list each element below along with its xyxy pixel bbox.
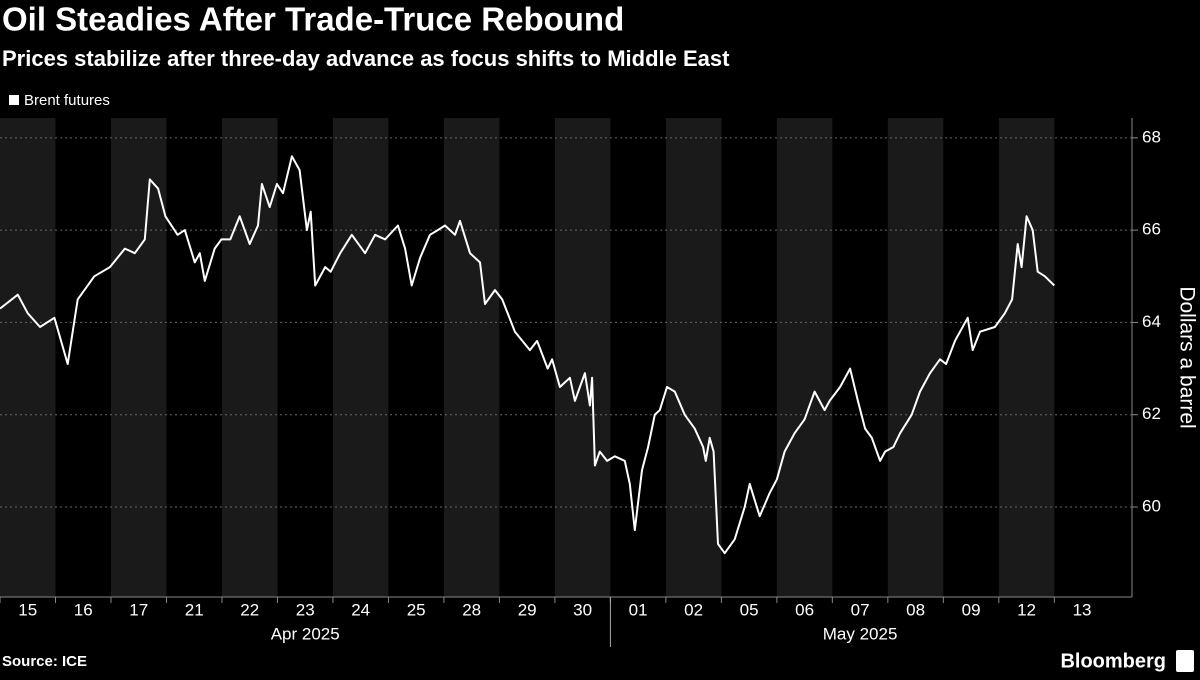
- x-tick-label: 28: [462, 600, 481, 619]
- x-group-label: Apr 2025: [271, 624, 340, 643]
- chart-subtitle: Prices stabilize after three-day advance…: [2, 46, 730, 71]
- credit: Bloomberg: [1060, 650, 1166, 672]
- x-tick-label: 12: [1017, 600, 1036, 619]
- y-tick-label: 60: [1142, 496, 1161, 515]
- x-tick-label: 05: [740, 600, 759, 619]
- x-tick-label: 08: [906, 600, 925, 619]
- chart-title: Oil Steadies After Trade-Truce Rebound: [2, 1, 624, 38]
- x-tick-label: 15: [18, 600, 37, 619]
- day-band: [776, 118, 833, 597]
- x-tick-label: 22: [240, 600, 259, 619]
- day-band: [998, 118, 1055, 597]
- x-tick-label: 23: [296, 600, 315, 619]
- x-tick-label: 16: [74, 600, 93, 619]
- plot-background: [0, 118, 1132, 603]
- y-tick-label: 68: [1142, 127, 1161, 146]
- source: Source: ICE: [2, 653, 87, 670]
- day-band: [0, 118, 56, 597]
- logo-icon: [1176, 650, 1194, 672]
- price-line: [0, 155, 1055, 555]
- x-tick-label: 01: [629, 600, 648, 619]
- day-band: [665, 118, 722, 597]
- day-band: [332, 118, 389, 597]
- day-band: [221, 118, 278, 597]
- y-tick-label: 66: [1142, 220, 1161, 239]
- x-tick-label: 30: [573, 600, 592, 619]
- x-tick-label: 17: [129, 600, 148, 619]
- x-tick-label: 09: [962, 600, 981, 619]
- day-band: [554, 118, 611, 597]
- day-band: [443, 118, 500, 597]
- x-tick-label: 07: [851, 600, 870, 619]
- x-tick-label: 29: [518, 600, 537, 619]
- x-tick-label: 02: [684, 600, 703, 619]
- day-band: [887, 118, 944, 597]
- legend-label: Brent futures: [24, 92, 110, 109]
- day-band: [110, 118, 167, 597]
- y-axis-label: Dollars a barrel: [1175, 286, 1198, 428]
- x-group-label: May 2025: [823, 624, 898, 643]
- y-tick-label: 62: [1142, 404, 1161, 423]
- legend-swatch: [9, 95, 19, 105]
- y-tick-label: 64: [1142, 312, 1161, 331]
- x-tick-label: 24: [351, 600, 370, 619]
- x-tick-label: 21: [185, 600, 204, 619]
- x-tick-label: 25: [407, 600, 426, 619]
- x-tick-label: 06: [795, 600, 814, 619]
- x-tick-label: 13: [1073, 600, 1092, 619]
